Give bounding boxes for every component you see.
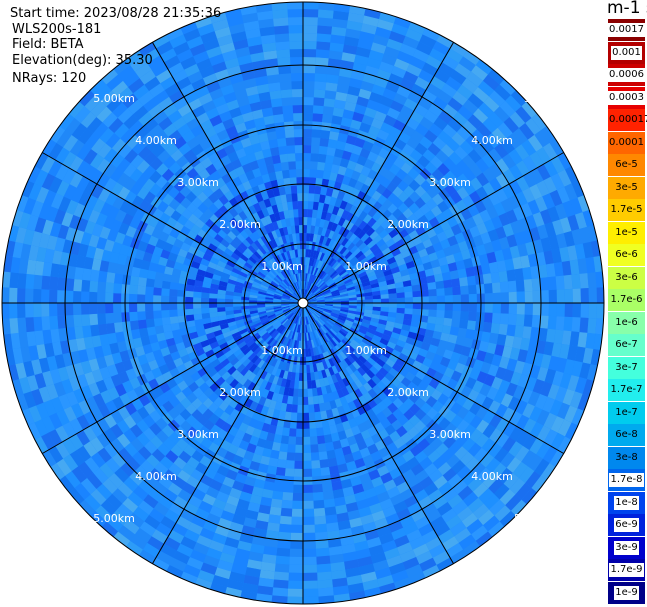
colorbar-label: 1e-8 — [614, 495, 639, 510]
range-ring-label: 1.00km — [345, 260, 387, 273]
start-time-text: Start time: 2023/08/28 21:35:36 — [10, 6, 222, 21]
colorbar-unit: m-1 sr-1 — [607, 0, 647, 18]
colorbar-label: 0.0017 — [608, 23, 645, 37]
range-ring-label: 3.00km — [429, 428, 471, 441]
colorbar-cell: 1.7e-9 — [608, 559, 645, 581]
colorbar-cell: 0.0017 — [608, 19, 645, 41]
colorbar-cell: 1e-8 — [608, 491, 645, 514]
colorbar-label: 1e-6 — [615, 316, 638, 328]
range-ring-label: 2.00km — [387, 386, 429, 399]
colorbar-label: 6e-5 — [615, 159, 638, 170]
colorbar-cell: 0.0003 — [608, 86, 645, 109]
colorbar-label: 1.7e-7 — [610, 384, 643, 395]
azimuth-line — [42, 152, 304, 304]
colorbar-cell: 1e-7 — [608, 401, 645, 424]
field-name-text: Field: BETA — [12, 37, 84, 52]
colorbar-cell: 1e-6 — [608, 311, 645, 334]
azimuth-line — [152, 302, 304, 564]
elevation-text: Elevation(deg): 35.30 — [12, 53, 153, 68]
colorbar-label: 0.0006 — [608, 68, 645, 82]
colorbar-cell: 0.0001 — [608, 131, 645, 154]
range-ring-label: 5.00km — [524, 92, 566, 105]
colorbar-label: 6e-8 — [615, 429, 638, 440]
range-ring-label: 1.00km — [261, 344, 303, 357]
colorbar-label: 6e-6 — [615, 249, 638, 260]
colorbar-cell: 3e-8 — [608, 446, 645, 469]
colorbar-label: 0.00017 — [609, 114, 647, 125]
colorbar-cell: 1.7e-5 — [608, 199, 645, 221]
colorbar-label: 1e-7 — [615, 406, 638, 418]
colorbar-cell: 1.7e-7 — [608, 379, 645, 401]
range-ring-label: 3.00km — [177, 176, 219, 189]
azimuth-line — [302, 152, 564, 304]
backscatter-field — [2, 2, 604, 604]
colorbar-cell: 6e-8 — [608, 424, 645, 446]
range-ring-label: 1.00km — [261, 260, 303, 273]
colorbar-label: 1e-5 — [615, 226, 638, 238]
colorbar-cell: 3e-6 — [608, 266, 645, 289]
colorbar-label: 1.7e-8 — [609, 473, 644, 487]
azimuth-line — [302, 302, 454, 564]
colorbar-cell: 6e-6 — [608, 244, 645, 266]
colorbar-label: 0.001 — [611, 45, 642, 60]
range-ring-label: 2.00km — [219, 218, 261, 231]
colorbar-label: 6e-9 — [614, 518, 639, 532]
azimuth-line — [302, 42, 454, 304]
device-name-text: WLS200s-181 — [12, 22, 102, 37]
range-ring-label: 2.00km — [387, 218, 429, 231]
range-ring-label: 4.00km — [471, 134, 513, 147]
range-ring-label: 4.00km — [471, 470, 513, 483]
colorbar-label: 0.0001 — [609, 136, 644, 148]
colorbar-cell: 1e-5 — [608, 221, 645, 244]
colorbar-cell: 0.00017 — [608, 109, 647, 131]
colorbar-label: 1.7e-9 — [609, 563, 644, 577]
range-ring-label: 3.00km — [177, 428, 219, 441]
colorbar-label: 6e-7 — [615, 339, 638, 350]
range-ring-label: 5.00km — [93, 92, 135, 105]
colorbar-cell: 3e-7 — [608, 356, 645, 379]
colorbar-cell: 6e-7 — [608, 334, 645, 356]
polar-grid — [1, 1, 605, 605]
colorbar-label: 1.7e-6 — [610, 294, 643, 305]
colorbar-cell: 1.7e-6 — [608, 289, 645, 311]
colorbar-label: 0.0003 — [608, 90, 645, 105]
colorbar-cell: 0.0006 — [608, 64, 645, 86]
range-ring-label: 5.00km — [514, 512, 556, 525]
range-ring-label: 1.00km — [345, 344, 387, 357]
colorbar-cell: 6e-5 — [608, 154, 645, 176]
ppi-plot: 1.00km 1.00km 1.00km 1.00km 2.00km 2.00km 2.00… — [1, 1, 605, 605]
colorbar-label: 3e-5 — [615, 181, 638, 193]
range-ring-label: 2.00km — [219, 386, 261, 399]
colorbar-label: 3e-6 — [615, 271, 638, 283]
range-ring-label: 4.00km — [135, 134, 177, 147]
range-ring-label: 4.00km — [135, 470, 177, 483]
azimuth-line — [152, 42, 304, 304]
colorbar-label: 1e-9 — [614, 585, 639, 600]
nrays-text: NRays: 120 — [12, 71, 87, 86]
range-ring-label: 3.00km — [429, 176, 471, 189]
colorbar-label: 3e-7 — [615, 361, 638, 373]
colorbar-cell: 6e-9 — [608, 514, 645, 536]
colorbar-label: 3e-9 — [614, 540, 639, 555]
range-labels: 1.00km 1.00km 1.00km 1.00km 2.00km 2.00km 2.00… — [93, 92, 565, 525]
colorbar-cell: 1.7e-8 — [608, 469, 645, 491]
azimuth-line — [42, 302, 304, 454]
colorbar-cell: 1e-9 — [608, 581, 645, 604]
colorbar-cell: 0.001 — [608, 41, 645, 64]
colorbar-label: 3e-8 — [615, 451, 638, 463]
colorbar-cell: 3e-9 — [608, 536, 645, 559]
origin-marker — [297, 297, 309, 309]
azimuth-line — [302, 302, 564, 454]
colorbar-cell: 3e-5 — [608, 176, 645, 199]
colorbar-label: 1.7e-5 — [610, 204, 643, 215]
range-ring-label: 5.00km — [93, 512, 135, 525]
